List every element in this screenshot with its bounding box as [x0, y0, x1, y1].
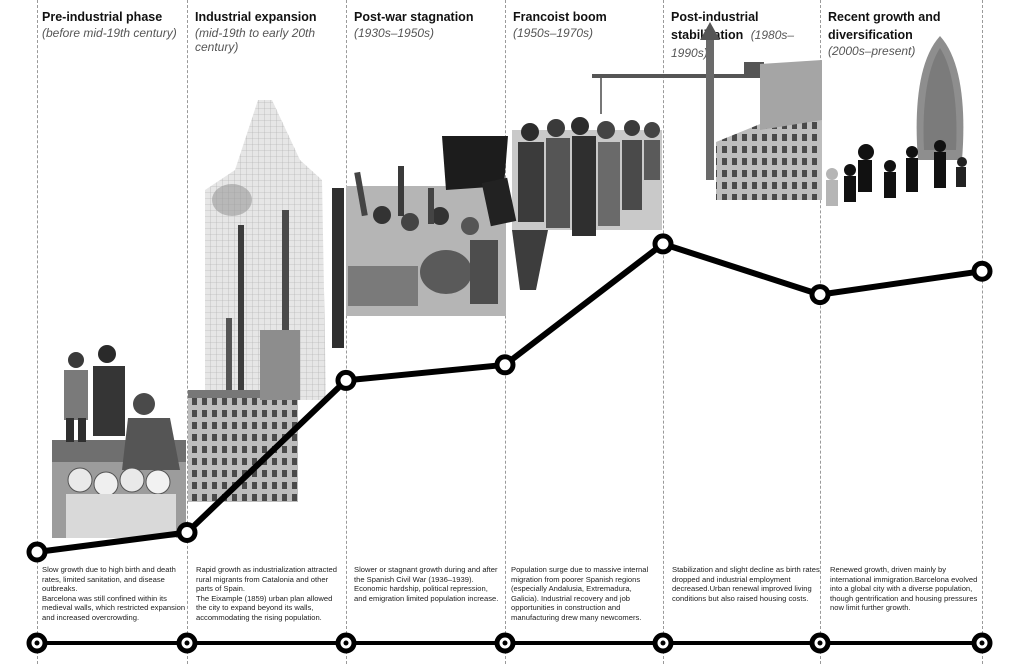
phase-description: Population surge due to massive internal… — [511, 565, 649, 622]
phase-period: (1950s–1970s) — [513, 26, 594, 40]
timeline-axis — [26, 632, 993, 654]
phase-title: Pre-industrial phase — [42, 10, 163, 24]
phase-description: Slow growth due to high birth and death … — [42, 565, 186, 622]
photo-migrants-walking — [481, 117, 662, 290]
photo-tower-silhouettes — [826, 36, 967, 206]
phase-title: Post-industrial stabilization — [671, 10, 759, 42]
trend-node — [809, 284, 831, 306]
photo-crowd-post-war — [346, 136, 508, 316]
axis-node-dot — [817, 640, 823, 646]
phase-header-recent: Recent growth and diversification (2000s… — [828, 8, 978, 58]
timeline-divider — [820, 0, 821, 664]
axis-node-dot — [343, 640, 349, 646]
phase-header-industrial: Industrial expansion (mid-19th to early … — [195, 8, 335, 54]
phase-header-post-war: Post-war stagnation (1930s–1950s) — [354, 8, 504, 40]
phase-description: Renewed growth, driven mainly by interna… — [830, 565, 978, 613]
axis-node-dot — [979, 640, 985, 646]
axis-node-dot — [34, 640, 40, 646]
photo-eixample-map-chimneys — [188, 100, 344, 502]
phase-header-post-industrial: Post-industrial stabilization (1980s–199… — [671, 8, 819, 62]
timeline-divider — [346, 0, 347, 664]
phase-header-francoist: Francoist boom (1950s–1970s) — [513, 8, 663, 40]
phase-title: Post-war stagnation — [354, 10, 474, 24]
axis-node-dot — [502, 640, 508, 646]
axis-node-dot — [660, 640, 666, 646]
phase-title: Recent growth and diversification — [828, 10, 941, 42]
phase-description: Rapid growth as industrialization attrac… — [196, 565, 337, 622]
phase-period: (before mid-19th century) — [42, 26, 177, 40]
photo-people-masks — [52, 345, 186, 538]
timeline-divider — [187, 0, 188, 664]
phase-period: (1980s–1990s) — [671, 28, 795, 60]
population-trend — [26, 233, 993, 563]
trend-node — [652, 233, 674, 255]
timeline-divider — [663, 0, 664, 664]
phase-header-pre-industrial: Pre-industrial phase (before mid-19th ce… — [42, 8, 192, 40]
phase-description: Stabilization and slight decline as birt… — [672, 565, 820, 603]
phase-period: (mid-19th to early 20th century) — [195, 26, 316, 54]
trend-node — [176, 522, 198, 543]
trend-node — [26, 541, 48, 563]
timeline-divider — [505, 0, 506, 664]
phase-title: Industrial expansion — [195, 10, 317, 24]
trend-node — [494, 354, 516, 376]
photo-crane-buildings — [592, 22, 822, 200]
timeline-divider — [982, 0, 983, 664]
timeline-divider — [37, 0, 38, 664]
trend-node — [971, 260, 993, 282]
axis-node-dot — [184, 640, 190, 646]
phase-title: Francoist boom — [513, 10, 607, 24]
phase-period: (2000s–present) — [828, 44, 916, 58]
phase-period: (1930s–1950s) — [354, 26, 435, 40]
trend-node — [335, 369, 357, 391]
phase-description: Slower or stagnant growth during and aft… — [354, 565, 499, 603]
